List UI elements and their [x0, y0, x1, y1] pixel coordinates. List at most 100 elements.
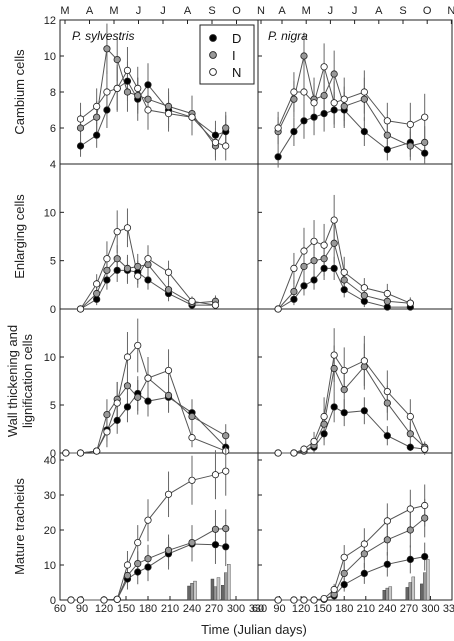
data-point-i — [103, 45, 111, 53]
data-point-n — [310, 99, 318, 107]
data-point-d — [320, 264, 328, 272]
data-point-n — [123, 561, 132, 569]
y-tick-label: 4 — [50, 159, 56, 171]
data-point-i — [360, 291, 368, 300]
series-line-n — [278, 353, 426, 454]
data-point-i — [123, 382, 132, 390]
data-point-i — [144, 95, 152, 103]
x-tick-label: 90 — [273, 603, 285, 615]
series-line-d — [80, 80, 226, 147]
data-point-d — [360, 128, 368, 136]
y-axis-title: Enlarging cells — [12, 194, 27, 279]
data-point-n — [103, 255, 111, 263]
data-point-i — [320, 255, 328, 263]
y-axis-title: Mature tracheids — [12, 478, 27, 575]
data-point-i — [222, 524, 230, 533]
data-point-d — [310, 276, 318, 284]
bar — [388, 586, 393, 601]
data-point-i — [421, 514, 429, 522]
bar — [187, 585, 191, 601]
data-point-n — [406, 412, 414, 421]
data-point-i — [144, 555, 152, 563]
month-label: A — [278, 5, 286, 17]
data-point-d — [330, 264, 338, 272]
y-tick-label: 5 — [50, 400, 56, 412]
month-label: N — [447, 5, 454, 17]
legend-marker-d — [209, 34, 217, 42]
data-point-d — [290, 128, 298, 136]
data-point-n — [164, 268, 173, 276]
data-point-n — [330, 99, 338, 107]
data-point-n — [300, 88, 308, 96]
data-point-n — [406, 505, 414, 513]
data-point-n — [300, 596, 308, 604]
month-label: O — [232, 5, 241, 17]
data-point-n — [62, 449, 70, 457]
x-tick-label: 240 — [378, 603, 396, 615]
data-point-n — [134, 538, 142, 547]
month-label: N — [257, 5, 265, 17]
data-point-n — [274, 596, 282, 604]
data-point-n — [113, 84, 121, 93]
series-line-i — [278, 365, 426, 454]
y-tick-label: 30 — [44, 490, 56, 502]
data-point-n — [144, 374, 152, 382]
legend-box — [199, 24, 255, 85]
data-point-n — [93, 447, 101, 455]
data-point-n — [290, 88, 298, 96]
data-point-n — [76, 115, 85, 123]
data-point-i — [164, 546, 173, 554]
x-tick-label: 270 — [205, 603, 223, 615]
data-point-d — [406, 555, 414, 564]
bar — [193, 580, 197, 601]
x-tick-label: 120 — [292, 603, 310, 615]
month-label: O — [423, 5, 432, 17]
bar — [227, 564, 231, 601]
data-point-n — [310, 237, 318, 245]
x-tick-label: 150 — [117, 603, 135, 615]
data-point-d — [406, 443, 414, 451]
data-point-d — [211, 131, 220, 139]
bar — [422, 572, 427, 601]
x-tick-label: 240 — [183, 603, 201, 615]
bar — [405, 587, 410, 601]
data-point-n — [123, 353, 132, 361]
data-point-i — [290, 95, 298, 103]
data-point-n — [340, 553, 348, 561]
data-point-n — [93, 280, 101, 288]
data-point-n — [188, 113, 196, 121]
month-label: M — [109, 5, 118, 17]
data-point-i — [164, 286, 173, 294]
data-point-n — [103, 428, 111, 436]
x-tick-label: 300 — [421, 603, 439, 615]
series-line-n — [278, 505, 425, 601]
data-point-i — [123, 264, 132, 272]
data-point-d — [76, 142, 85, 150]
data-point-d — [93, 131, 101, 139]
data-point-d — [310, 113, 318, 121]
data-point-n — [123, 66, 132, 75]
data-point-n — [360, 88, 368, 96]
data-point-n — [290, 449, 298, 457]
data-point-n — [113, 595, 121, 603]
data-point-n — [300, 445, 308, 453]
data-point-n — [320, 63, 328, 71]
legend-label-i: I — [232, 48, 236, 63]
data-point-d — [320, 110, 328, 118]
data-point-i — [360, 95, 368, 103]
y-tick-label: 8 — [50, 87, 56, 99]
data-point-n — [320, 594, 328, 603]
data-point-n — [340, 268, 348, 276]
data-point-i — [310, 257, 318, 265]
data-point-i — [290, 287, 298, 296]
month-label: A — [375, 5, 383, 17]
data-point-n — [406, 120, 414, 129]
data-point-i — [164, 102, 173, 111]
data-point-n — [134, 84, 142, 93]
data-point-n — [310, 437, 318, 446]
y-tick-label: 0 — [50, 448, 56, 460]
data-point-d — [134, 568, 142, 576]
data-point-i — [320, 420, 328, 428]
data-point-n — [290, 596, 298, 604]
